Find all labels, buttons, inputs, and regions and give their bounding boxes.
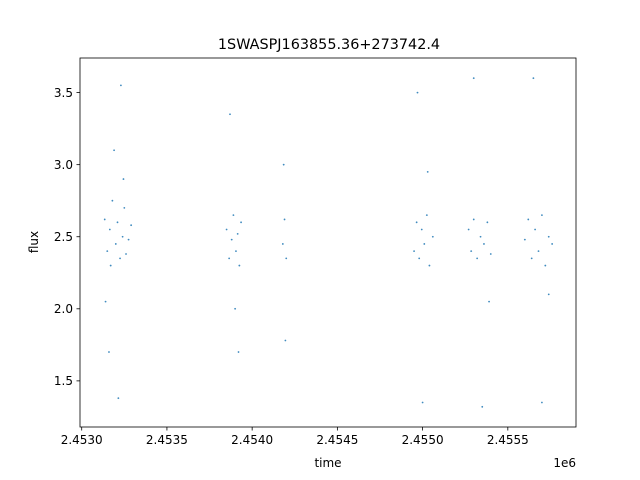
data-point <box>530 257 533 260</box>
data-point <box>413 250 415 253</box>
data-point <box>488 300 490 303</box>
data-point <box>106 250 109 253</box>
data-point <box>113 149 115 152</box>
x-tick-label: 2.4530 <box>61 433 103 447</box>
data-point <box>489 253 492 255</box>
data-point <box>116 221 119 224</box>
x-tick-label: 2.4540 <box>231 433 273 447</box>
data-point <box>551 243 554 245</box>
data-point <box>127 238 130 241</box>
x-axis-ticks: 2.4530 2.4535 2.4540 2.4545 2.4550 2.4555 <box>61 427 529 447</box>
data-point <box>120 84 122 87</box>
data-point <box>532 77 535 80</box>
data-point <box>421 401 424 404</box>
data-point <box>285 257 288 260</box>
y-tick-label: 2.5 <box>54 230 73 244</box>
data-point <box>467 228 470 231</box>
data-point <box>547 293 550 296</box>
data-point <box>420 228 423 231</box>
chart-title: 1SWASPJ163855.36+273742.4 <box>218 37 440 53</box>
data-point <box>428 264 431 267</box>
data-point <box>425 214 428 217</box>
x-tick-label: 2.4550 <box>402 433 444 447</box>
data-point <box>108 351 110 353</box>
data-point <box>238 264 241 267</box>
data-point <box>541 214 543 217</box>
data-point <box>114 243 117 245</box>
y-tick-label: 3.0 <box>54 158 73 172</box>
plot-frame <box>79 57 577 428</box>
data-point <box>232 214 235 217</box>
data-point <box>117 397 120 400</box>
x-axis-title: time <box>314 456 341 470</box>
data-point <box>109 264 112 267</box>
data-point <box>130 224 133 227</box>
data-point <box>229 113 231 116</box>
data-point <box>282 163 285 166</box>
data-point <box>481 405 484 408</box>
data-point <box>108 228 111 231</box>
data-point <box>523 238 526 241</box>
data-point <box>416 91 419 94</box>
data-point <box>527 218 530 221</box>
data-point <box>104 300 107 303</box>
data-point <box>541 401 543 404</box>
data-point <box>121 235 124 238</box>
data-point <box>483 243 485 245</box>
data-point <box>486 221 489 224</box>
y-axis-ticks: 1.5 2.0 2.5 3.0 3.5 <box>54 86 80 388</box>
data-point <box>547 235 550 238</box>
data-point <box>284 339 287 342</box>
y-tick-label: 3.5 <box>54 86 73 100</box>
data-point <box>476 257 479 260</box>
data-point <box>230 238 233 241</box>
data-point <box>111 199 114 202</box>
data-point <box>225 228 228 231</box>
data-point <box>423 243 426 245</box>
data-point <box>415 221 418 224</box>
data-point <box>283 218 286 221</box>
data-point <box>537 250 540 253</box>
data-point <box>470 250 473 253</box>
data-point <box>123 207 126 209</box>
y-axis-title: flux <box>27 231 41 253</box>
data-point <box>234 307 237 310</box>
data-point <box>472 218 475 221</box>
x-tick-label: 2.4555 <box>487 433 529 447</box>
data-point <box>472 77 475 80</box>
data-point <box>281 243 284 245</box>
data-point <box>235 250 237 253</box>
data-point <box>479 235 482 238</box>
data-point <box>228 257 231 260</box>
data-point <box>119 257 121 260</box>
data-point <box>418 257 421 260</box>
data-points <box>103 77 554 408</box>
data-point <box>426 170 429 173</box>
y-tick-label: 2.0 <box>54 302 73 316</box>
data-point <box>122 178 125 180</box>
data-point <box>534 228 536 231</box>
data-point <box>236 232 239 235</box>
data-point <box>125 253 127 255</box>
data-point <box>237 351 240 353</box>
data-point <box>240 221 242 224</box>
x-tick-label: 2.4535 <box>146 433 188 447</box>
data-point <box>103 218 106 221</box>
data-point <box>431 235 434 238</box>
x-axis-offset-label: 1e6 <box>553 456 576 470</box>
y-tick-label: 1.5 <box>54 374 73 388</box>
data-point <box>544 264 547 267</box>
x-tick-label: 2.4545 <box>316 433 358 447</box>
